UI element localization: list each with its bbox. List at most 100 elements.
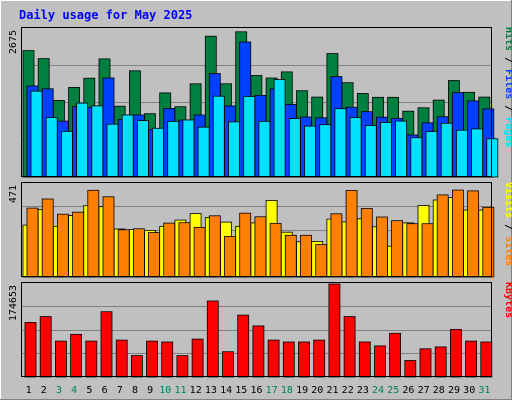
bar-kbytes-day-9 <box>146 340 158 378</box>
bar-sites-day-14 <box>224 236 236 278</box>
x-tick-label-day-21: 21 <box>326 385 338 396</box>
x-tick-label-day-12: 12 <box>190 385 202 396</box>
side-legend: Visits / Sites <box>503 182 512 266</box>
bar-pages-day-19 <box>304 125 316 178</box>
bar-pages-day-27 <box>425 131 438 178</box>
x-tick-label-day-13: 13 <box>205 385 217 396</box>
bar-sites-day-7 <box>117 229 130 278</box>
x-tick-label-day-29: 29 <box>448 385 460 396</box>
bar-sites-day-18 <box>284 234 297 278</box>
bar-sites-day-26 <box>406 223 419 278</box>
x-tick-label-day-9: 9 <box>147 385 153 396</box>
x-tick-label-day-30: 30 <box>463 385 475 396</box>
bar-kbytes-day-1 <box>24 321 37 378</box>
bar-sites-day-4 <box>72 211 84 278</box>
x-tick-label-day-6: 6 <box>102 385 108 396</box>
x-tick-label-day-1: 1 <box>26 385 32 396</box>
y-max-label: 2675 <box>8 30 19 54</box>
bar-sites-day-17 <box>269 223 282 278</box>
legend-separator: / <box>503 51 512 69</box>
panel-visits-sites: 471 Visits / Sites <box>8 182 512 278</box>
bar-sites-day-23 <box>360 208 373 278</box>
x-tick-label-day-28: 28 <box>433 385 445 396</box>
x-tick-label-day-23: 23 <box>357 385 369 396</box>
bar-sites-day-2 <box>41 198 54 278</box>
bar-pages-day-7 <box>121 114 134 178</box>
bar-kbytes-day-25 <box>389 332 402 378</box>
x-tick-label-day-7: 7 <box>117 385 123 396</box>
bar-pages-day-22 <box>349 117 362 178</box>
y-max-label: 174653 <box>8 285 19 321</box>
bar-sites-day-25 <box>391 220 404 278</box>
bar-pages-day-2 <box>45 117 58 178</box>
x-tick-label-day-26: 26 <box>402 385 414 396</box>
bar-pages-day-26 <box>410 137 423 178</box>
bar-sites-day-11 <box>178 222 191 278</box>
bar-pages-day-10 <box>167 121 180 178</box>
bar-pages-day-12 <box>197 126 210 178</box>
x-tick-label-day-11: 11 <box>174 385 186 396</box>
bar-kbytes-day-14 <box>222 351 234 378</box>
bar-pages-day-21 <box>334 108 347 178</box>
x-tick-label-day-25: 25 <box>387 385 399 396</box>
panels-layer: 2675 Hits / Files / Pages 471 Visits / Site… <box>8 27 512 378</box>
bar-kbytes-day-24 <box>374 345 386 378</box>
bar-kbytes-day-11 <box>176 355 189 378</box>
x-tick-label-day-14: 14 <box>220 385 232 396</box>
panel-border <box>21 182 492 277</box>
panel-kbytes: 174653 KBytes <box>8 282 512 378</box>
legend-hits: Hits <box>503 27 512 51</box>
bar-pages-day-5 <box>91 105 104 178</box>
bar-sites-day-9 <box>148 232 160 278</box>
legend-kbytes: KBytes <box>503 282 512 318</box>
x-axis-day-labels: 1 2 3 4 5 6 7 8 9 10 11 12 13 14 15 16 17 18 19 20 21 22 23 24 2… <box>26 385 491 396</box>
bar-kbytes-day-29 <box>449 328 462 378</box>
x-tick-label-day-5: 5 <box>86 385 92 396</box>
bar-sites-day-27 <box>421 223 434 278</box>
bar-pages-day-20 <box>319 124 332 178</box>
side-legend: KBytes <box>503 282 512 318</box>
bar-sites-day-13 <box>208 215 221 278</box>
bar-sites-day-8 <box>132 228 145 278</box>
bar-pages-day-15 <box>243 96 256 178</box>
bar-pages-day-28 <box>440 122 453 178</box>
bar-pages-day-17 <box>273 79 286 178</box>
x-tick-label-day-8: 8 <box>132 385 138 396</box>
bar-kbytes-day-22 <box>343 316 356 378</box>
bar-pages-day-6 <box>106 123 119 178</box>
x-tick-label-day-18: 18 <box>281 385 293 396</box>
bar-kbytes-day-6 <box>100 311 113 378</box>
bar-kbytes-day-20 <box>313 339 326 378</box>
bar-pages-day-23 <box>364 125 377 178</box>
legend-visits: Visits <box>503 182 512 218</box>
bar-kbytes-day-4 <box>70 333 82 378</box>
bar-kbytes-day-16 <box>252 325 265 378</box>
x-tick-label-day-22: 22 <box>342 385 354 396</box>
bar-pages-day-18 <box>288 118 301 178</box>
bar-pages-day-29 <box>455 129 468 178</box>
bar-sites-day-16 <box>254 216 267 278</box>
bar-kbytes-day-18 <box>282 341 295 378</box>
bar-pages-day-9 <box>152 127 164 178</box>
bar-sites-day-22 <box>345 190 358 278</box>
bar-pages-day-30 <box>471 128 484 178</box>
bar-sites-day-28 <box>436 194 449 278</box>
bar-sites-day-29 <box>451 189 464 278</box>
bar-pages-day-16 <box>258 121 271 178</box>
x-tick-label-day-17: 17 <box>266 385 278 396</box>
bar-kbytes-day-31 <box>480 341 493 378</box>
bar-pages-day-11 <box>182 119 195 178</box>
bar-kbytes-day-2 <box>39 316 52 378</box>
bar-kbytes-day-27 <box>419 348 432 378</box>
bar-kbytes-day-23 <box>358 341 371 378</box>
legend-files: Files <box>503 69 512 99</box>
x-tick-label-day-16: 16 <box>250 385 262 396</box>
bar-sites-day-19 <box>300 234 312 278</box>
bar-sites-day-21 <box>330 213 343 278</box>
bar-sites-day-30 <box>467 190 480 278</box>
bar-sites-day-6 <box>102 196 115 278</box>
x-tick-label-day-19: 19 <box>296 385 308 396</box>
bar-kbytes-day-7 <box>115 339 128 378</box>
bar-kbytes-day-12 <box>191 338 204 378</box>
